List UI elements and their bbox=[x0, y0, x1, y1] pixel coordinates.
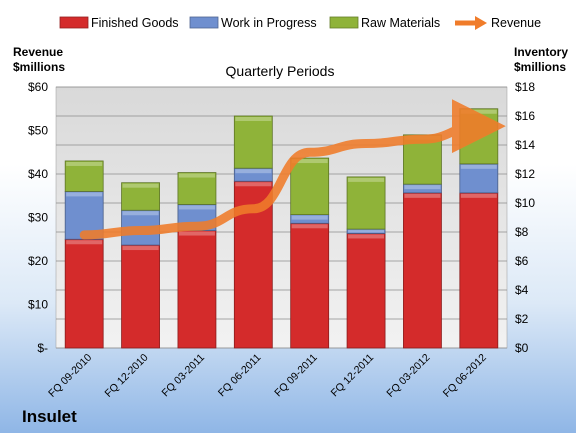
left-tick-label: $30 bbox=[28, 211, 48, 225]
revenue-line bbox=[79, 99, 506, 240]
legend-label: Revenue bbox=[491, 16, 541, 30]
bar-segment bbox=[346, 233, 386, 349]
right-tick-label: $6 bbox=[515, 254, 529, 268]
right-tick-label: $8 bbox=[515, 225, 529, 239]
legend-label: Raw Materials bbox=[361, 16, 440, 30]
bar-segment bbox=[290, 157, 330, 216]
bar-segment bbox=[121, 182, 160, 211]
legend-swatch bbox=[329, 16, 359, 29]
legend: Finished Goods Work in Progress Raw Materi… bbox=[59, 16, 541, 30]
left-tick-label: $40 bbox=[28, 167, 48, 181]
legend-label: Work in Progress bbox=[221, 16, 317, 30]
left-tick-label: $20 bbox=[28, 254, 48, 268]
bar-segment bbox=[233, 115, 273, 169]
x-tick-label: FQ 06-2012 bbox=[441, 352, 489, 400]
right-tick-label: $16 bbox=[515, 109, 535, 123]
left-tick-label: $10 bbox=[28, 298, 48, 312]
bar-segment bbox=[403, 183, 442, 194]
bar-segment bbox=[177, 230, 217, 349]
legend-swatch bbox=[59, 16, 89, 29]
x-axis-ticks: FQ 09-2010 FQ 12-2010 FQ 03-2011 FQ 06-2011… bbox=[46, 352, 489, 400]
right-tick-label: $2 bbox=[515, 312, 529, 326]
left-axis-ticks: $- $10 $20 $30 $40 $50 $60 bbox=[28, 80, 48, 355]
bar-segment bbox=[459, 192, 499, 349]
company-name: Insulet bbox=[22, 407, 77, 426]
bar-segment bbox=[403, 192, 442, 349]
bar-segment bbox=[290, 222, 330, 349]
bar-segment bbox=[64, 160, 104, 192]
x-tick-label: FQ 03-2012 bbox=[384, 352, 432, 400]
right-axis-ticks: $0 $2 $4 $6 $8 $10 $12 $14 $16 $18 bbox=[515, 80, 535, 355]
right-tick-label: $18 bbox=[515, 80, 535, 94]
bar-segment bbox=[64, 238, 104, 349]
left-axis-title-line2: $millions bbox=[13, 60, 65, 74]
revenue-series-line bbox=[79, 99, 506, 240]
right-tick-label: $12 bbox=[515, 167, 535, 181]
bar-segment bbox=[233, 167, 273, 182]
right-axis-title-line1: Inventory bbox=[514, 45, 568, 59]
x-tick-label: FQ 12-2011 bbox=[329, 352, 377, 400]
legend-label: Finished Goods bbox=[91, 16, 179, 30]
bar-segment bbox=[459, 108, 499, 165]
x-tick-label: FQ 09-2011 bbox=[272, 352, 320, 400]
right-tick-label: $4 bbox=[515, 283, 529, 297]
x-tick-label: FQ 06-2011 bbox=[216, 352, 264, 400]
left-tick-label: $60 bbox=[28, 80, 48, 94]
x-tick-label: FQ 12-2010 bbox=[103, 352, 151, 400]
left-axis-title-line1: Revenue bbox=[13, 45, 63, 59]
legend-arrow-icon bbox=[475, 16, 487, 30]
left-tick-label: $50 bbox=[28, 124, 48, 138]
right-tick-label: $0 bbox=[515, 341, 529, 355]
right-axis-title-line2: $millions bbox=[514, 60, 566, 74]
bar-segment bbox=[346, 228, 386, 234]
bar-segment bbox=[346, 176, 386, 230]
bar-segment bbox=[459, 163, 499, 194]
chart-subtitle: Quarterly Periods bbox=[226, 63, 335, 79]
right-tick-label: $10 bbox=[515, 196, 535, 210]
x-tick-label: FQ 03-2011 bbox=[159, 352, 207, 400]
legend-swatch bbox=[189, 16, 219, 29]
left-tick-label: $- bbox=[37, 341, 48, 355]
bar-segment bbox=[121, 244, 160, 349]
bar-segment bbox=[177, 172, 217, 205]
right-tick-label: $14 bbox=[515, 138, 535, 152]
bar-segment bbox=[290, 214, 330, 224]
x-tick-label: FQ 09-2010 bbox=[46, 352, 94, 400]
